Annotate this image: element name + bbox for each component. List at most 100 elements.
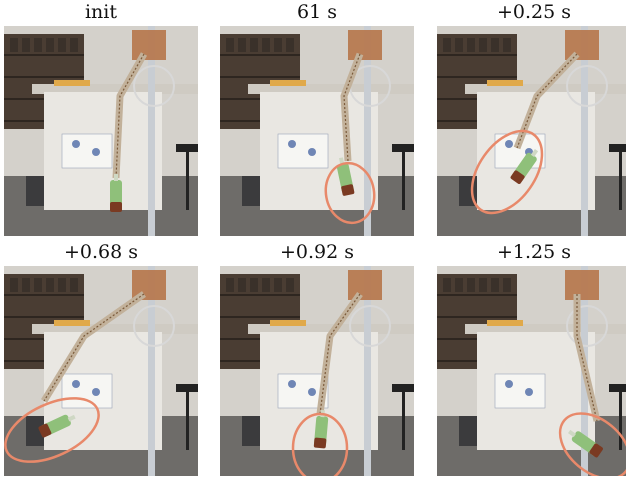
photo-panel: +0.92 s [220,240,414,478]
shelf-cubby [479,278,487,292]
bottle-liquid [510,170,525,184]
photo-image [437,266,626,476]
shelf-board [220,76,300,78]
chair-leg [402,390,405,450]
shelf-board [4,316,84,318]
chair-leg [619,150,622,210]
wheel [133,305,175,347]
robot-arm-joints [43,293,145,402]
shelf-cubby [491,38,499,52]
shelf-cubby [10,38,18,52]
shelf-board [437,54,517,56]
poster-dot [525,388,533,396]
bottle [336,157,355,196]
poster-dot [505,140,513,148]
robot-head [565,270,599,300]
shelf-cubby [22,278,30,292]
shelf-cubby [46,38,54,52]
chair-leg [186,150,189,210]
panel-label: +0.92 s [279,241,354,263]
photo-frame [437,266,626,476]
bottle [510,149,539,184]
shelf-cubby [443,38,451,52]
shelf-cubby [479,38,487,52]
trash-bin [459,416,477,446]
bottle [110,174,122,212]
shelf-cubby [491,278,499,292]
shelf-cubby [286,278,294,292]
counter-item [270,80,306,86]
photo-frame [220,26,414,236]
shelf-cubby [46,278,54,292]
bottle-neck [530,149,539,158]
shelf-cubby [226,278,234,292]
poster-dot [92,148,100,156]
wheel [566,305,608,347]
shelf-cubby [467,38,475,52]
shelf-board [4,54,84,56]
chair-seat [392,384,414,392]
counter-top [465,324,626,334]
counter-top [248,84,414,94]
panel-label: +0.68 s [63,241,138,263]
poster-dot [72,140,80,148]
photo-frame [437,26,626,236]
poster-dot [72,380,80,388]
counter-item [54,80,90,86]
poster [494,373,546,409]
photo-panel: +0.25 s [437,0,626,238]
bottle-liquid [589,443,603,458]
chair-seat [176,144,198,152]
photo-panel: +0.68 s [4,240,198,478]
shelf-cubby [262,278,270,292]
shelf-cubby [274,38,282,52]
counter-item [270,320,306,326]
shelf-cubby [286,38,294,52]
robot-arm-joints [319,293,361,415]
robot-head [132,30,166,60]
photo-frame [220,266,414,476]
robot-pole [148,26,155,236]
trash-bin [242,416,260,446]
robot-arm-joints [516,53,578,149]
shelf-board [4,294,84,296]
poster-dot [92,388,100,396]
trash-bin [242,176,260,206]
shelf-cubby [70,38,78,52]
counter-item [487,80,523,86]
photo-image [4,26,198,236]
chair-leg [186,390,189,450]
bottle-liquid [38,423,52,438]
shelf-cubby [34,278,42,292]
trash-bin [26,176,44,206]
shelf-board [220,294,300,296]
photo-panel: 61 s [220,0,414,238]
shelf-board [220,316,300,318]
shelf-board [437,76,517,78]
robot-pole [364,266,371,476]
poster-dot [288,380,296,388]
bottle-neck [67,414,76,422]
shelf-cubby [70,278,78,292]
photo-panel: +1.25 s [437,240,626,478]
chair-seat [609,144,626,152]
photo-image [220,26,414,236]
chair-leg [619,390,622,450]
bottle-liquid [341,184,355,196]
counter-item [487,320,523,326]
shelf-cubby [503,38,511,52]
shelf-cubby [58,38,66,52]
shelf-cubby [455,38,463,52]
poster [277,133,329,169]
counter-top [32,84,198,94]
highlight-ellipse [324,161,376,225]
bottle-neck [568,429,577,438]
shelf-cubby [226,38,234,52]
robot-pole [581,26,588,236]
chair-seat [609,384,626,392]
robot-arm-joints [343,53,361,162]
highlight-ellipse [470,129,544,215]
chair-seat [176,384,198,392]
panel-label: +1.25 s [496,241,571,263]
shelf-cubby [262,38,270,52]
